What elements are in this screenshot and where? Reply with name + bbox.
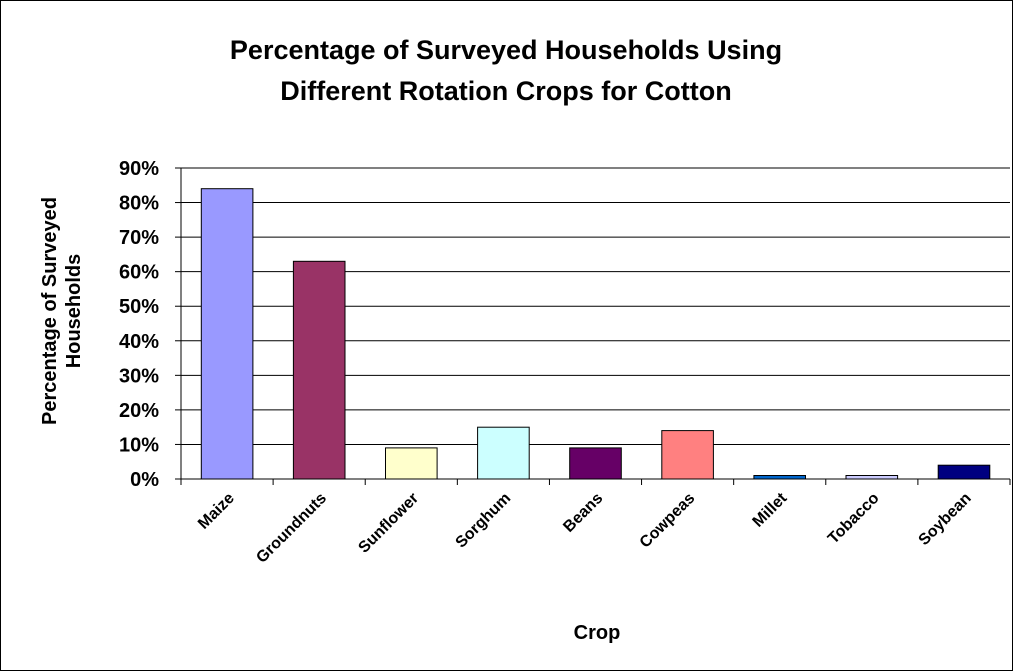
bar-soybean: [937, 464, 991, 480]
x-axis-title: Crop: [574, 622, 621, 644]
bar-beans: [569, 447, 622, 480]
bar-sorghum: [477, 426, 530, 480]
y-tick-label: 60%: [119, 262, 159, 284]
x-tick-labels: Maize Groundnuts Sunflower Sorghum Beans Cowp…: [195, 489, 975, 566]
y-axis-title-line-2: Households: [63, 254, 85, 368]
x-tick-label-sorghum: Sorghum: [453, 490, 515, 552]
bar-sunflower: [385, 447, 438, 480]
y-tick-label: 50%: [119, 296, 159, 318]
x-tick-label-groundnuts: Groundnuts: [253, 490, 330, 567]
bar-cowpeas: [661, 430, 714, 480]
x-tick-label-cowpeas: Cowpeas: [637, 490, 699, 552]
axes: [175, 167, 1011, 485]
y-axis-title-line-1: Percentage of Surveyed: [39, 197, 61, 425]
y-tick-label: 80%: [119, 193, 159, 215]
bar-millet: [753, 475, 807, 480]
y-tick-label: 20%: [119, 400, 159, 422]
y-tick-label: 40%: [119, 331, 159, 353]
x-tick-label-millet: Millet: [750, 489, 791, 530]
bar-tobacco: [845, 475, 899, 480]
y-axis-title: Percentage of Surveyed Households: [39, 197, 85, 425]
x-tick-label-maize: Maize: [195, 490, 238, 533]
y-tick-label: 90%: [119, 158, 159, 180]
bars: [200, 188, 991, 480]
y-tick-label: 70%: [119, 227, 159, 249]
y-tick-label: 0%: [130, 469, 159, 491]
bar-maize: [200, 188, 254, 480]
x-tick-label-beans: Beans: [560, 490, 606, 536]
chart-title-line-2: Different Rotation Crops for Cotton: [280, 76, 731, 106]
y-tick-label: 30%: [119, 365, 159, 387]
bar-groundnuts: [292, 260, 346, 480]
x-tick-label-tobacco: Tobacco: [825, 490, 883, 548]
x-tick-label-soybean: Soybean: [916, 490, 975, 549]
y-tick-label: 10%: [119, 434, 159, 456]
chart-title-line-1: Percentage of Surveyed Households Using: [230, 35, 782, 65]
y-tick-labels: 0% 10% 20% 30% 40% 50% 60% 70% 80% 90%: [119, 158, 159, 491]
x-tick-label-sunflower: Sunflower: [355, 490, 422, 557]
